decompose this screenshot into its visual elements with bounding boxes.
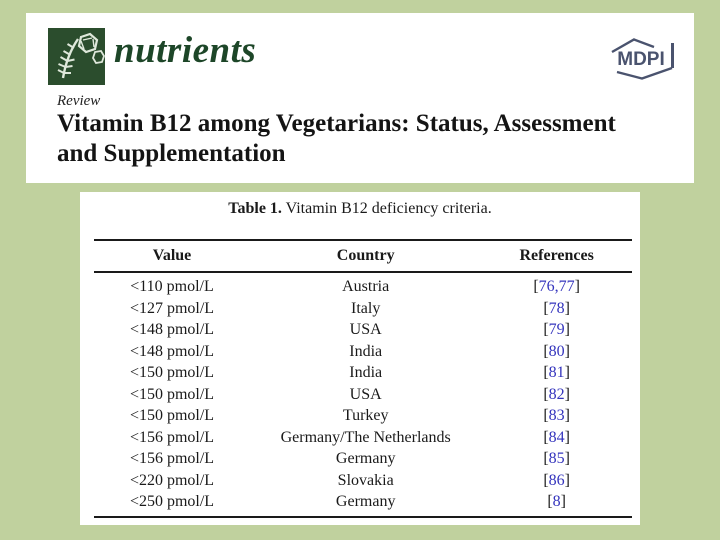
value-cell: <150 pmol/L (129, 407, 215, 424)
country-cell: India (349, 364, 383, 381)
citation-link[interactable]: 84 (548, 428, 565, 446)
country-cell: India (349, 342, 383, 360)
reference-cell: [79] (543, 321, 570, 338)
mdpi-wordmark: MDPI (617, 49, 665, 70)
column-header: Country (250, 239, 482, 273)
table-body: <110 pmol/L Austria [76,77] <127 pmol/L Ital… (94, 272, 632, 518)
country-cell: Austria (342, 278, 390, 295)
country-cell: USA (349, 385, 382, 403)
table-header-row: Value Country References (94, 239, 632, 273)
journal-name: nutrients (114, 30, 257, 71)
column-header: References (481, 239, 632, 273)
table-row: <220 pmol/L Slovakia [86] (94, 470, 632, 492)
citation-link[interactable]: 8 (552, 493, 561, 510)
country-cell: USA (349, 321, 382, 338)
reference-cell: [85] (543, 450, 570, 467)
table-row: <156 pmol/L Germany [85] (94, 448, 632, 470)
value-cell: <156 pmol/L (129, 450, 215, 467)
citation-link[interactable]: 85 (548, 450, 565, 467)
value-cell: <148 pmol/L (129, 342, 215, 360)
table-row: <156 pmol/L Germany/The Netherlands [84] (94, 427, 632, 449)
value-cell: <220 pmol/L (129, 471, 215, 489)
value-cell: <156 pmol/L (129, 428, 215, 446)
citation-link[interactable]: 82 (548, 385, 565, 403)
country-cell: Germany (250, 491, 482, 518)
table-caption: Table 1. Vitamin B12 deficiency criteria… (80, 200, 640, 218)
reference-cell: [76,77] (533, 278, 580, 295)
table-row: <110 pmol/L Austria [76,77] (94, 272, 632, 298)
country-cell: Italy (351, 299, 381, 317)
reference-cell: [80] (543, 342, 570, 360)
deficiency-criteria-table: Value Country References <110 pmol/L Austri… (94, 239, 632, 518)
citation-link[interactable]: 76,77 (538, 278, 575, 295)
country-cell: Germany (335, 450, 396, 467)
citation-link[interactable]: 79 (548, 321, 565, 338)
citation-link[interactable]: 86 (548, 471, 565, 489)
value-cell: <150 pmol/L (129, 364, 215, 381)
citation-link[interactable]: 80 (548, 342, 565, 360)
citation-link[interactable]: 83 (548, 407, 565, 424)
value-cell: <250 pmol/L (94, 491, 251, 518)
table-caption-text: Vitamin B12 deficiency criteria. (285, 200, 492, 217)
column-header: Value (94, 239, 251, 273)
citation-link[interactable]: 78 (548, 299, 565, 317)
value-cell: <148 pmol/L (129, 321, 215, 338)
citation-link[interactable]: 81 (548, 364, 565, 381)
table-figure-panel: Table 1. Vitamin B12 deficiency criteria… (80, 192, 640, 525)
article-title: Vitamin B12 among Vegetarians: Status, A… (57, 110, 616, 167)
table-row: <148 pmol/L USA [79] (94, 319, 632, 341)
value-cell: <127 pmol/L (129, 299, 215, 317)
reference-cell: [81] (543, 364, 570, 381)
value-cell: <150 pmol/L (129, 385, 215, 403)
table-row: <250 pmol/L Germany [8] (94, 491, 632, 518)
reference-cell: [82] (543, 385, 570, 403)
nutrients-logo-icon (48, 28, 105, 85)
table-row: <148 pmol/L India [80] (94, 341, 632, 363)
article-type-label: Review (57, 93, 101, 109)
mdpi-logo-icon: MDPI (611, 38, 674, 80)
value-cell: <110 pmol/L (130, 278, 214, 295)
country-cell: Turkey (342, 407, 389, 424)
table-caption-label: Table 1. (228, 200, 282, 217)
journal-header-panel: nutrients MDPI Review Vitamin B12 among … (26, 13, 694, 183)
table-row: <150 pmol/L Turkey [83] (94, 405, 632, 427)
country-cell: Germany/The Netherlands (280, 428, 451, 446)
reference-cell: [78] (543, 299, 570, 317)
country-cell: Slovakia (337, 471, 394, 489)
reference-cell: [84] (543, 428, 570, 446)
table-row: <150 pmol/L USA [82] (94, 384, 632, 406)
table-row: <127 pmol/L Italy [78] (94, 298, 632, 320)
reference-cell: [8] (481, 491, 632, 518)
table-row: <150 pmol/L India [81] (94, 362, 632, 384)
reference-cell: [86] (543, 471, 570, 489)
reference-cell: [83] (543, 407, 570, 424)
